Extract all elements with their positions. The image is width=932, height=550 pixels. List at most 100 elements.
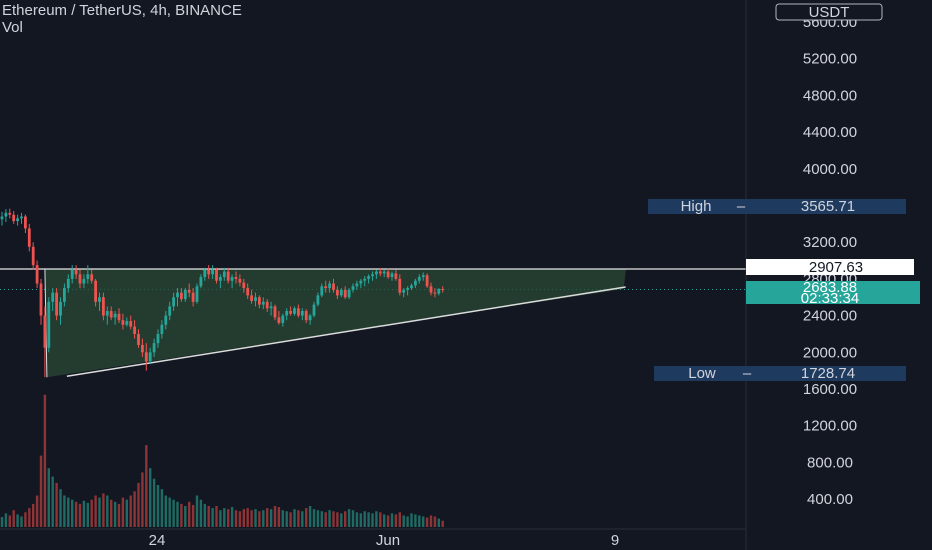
- volume-bar: [141, 472, 144, 527]
- candle: [390, 271, 394, 281]
- candle: [254, 292, 257, 307]
- volume-bar: [312, 509, 316, 527]
- candle: [308, 313, 312, 325]
- candle: [265, 299, 269, 312]
- support-trendline[interactable]: [66, 286, 626, 377]
- volume-bar: [425, 517, 429, 527]
- candle: [250, 289, 253, 304]
- price-tick-label: 5200.00: [803, 51, 857, 68]
- volume-bar: [168, 497, 171, 527]
- high-tag-value: 3565.71: [801, 198, 855, 215]
- candle: [183, 288, 187, 302]
- volume-bar: [121, 497, 125, 527]
- candle: [8, 208, 12, 219]
- candle: [320, 283, 324, 298]
- volume-bar: [172, 499, 175, 527]
- candle: [24, 214, 27, 234]
- candle: [203, 267, 207, 281]
- candle: [176, 288, 179, 307]
- volume-bar: [328, 510, 331, 527]
- volume-bar: [8, 515, 11, 527]
- candle: [332, 278, 335, 293]
- volume-bar: [254, 509, 257, 527]
- candle: [133, 320, 136, 339]
- candle: [312, 301, 316, 318]
- volume-bar: [4, 513, 8, 527]
- price-tick-label: 4000.00: [803, 161, 857, 178]
- candle: [70, 265, 74, 284]
- volume-bar: [106, 495, 109, 527]
- volume-bar: [188, 501, 191, 527]
- candle: [410, 283, 413, 290]
- volume-bar: [90, 499, 93, 527]
- volume-bar: [305, 508, 308, 527]
- legend: Ethereum / TetherUS, 4h, BINANCE Vol: [2, 2, 242, 36]
- symbol-title[interactable]: Ethereum / TetherUS, 4h, BINANCE: [2, 2, 242, 19]
- volume-bar: [316, 510, 320, 527]
- volume-bar: [191, 504, 195, 527]
- volume-bar: [215, 506, 218, 527]
- volume-bar: [441, 520, 444, 527]
- volume-bar: [351, 510, 355, 527]
- currency-button[interactable]: [775, 3, 883, 21]
- candle: [421, 272, 425, 281]
- volume-bar: [164, 495, 167, 527]
- last-price-value: 2683.88: [803, 279, 857, 296]
- candle: [273, 304, 277, 321]
- volume-bar: [262, 510, 265, 527]
- candle: [59, 297, 62, 325]
- time-tick-label: 24: [149, 532, 166, 549]
- candle: [417, 274, 421, 284]
- candle: [121, 313, 125, 330]
- volume-indicator-label[interactable]: Vol: [2, 19, 23, 36]
- candle: [27, 223, 31, 252]
- volume-bar: [301, 511, 304, 527]
- candle: [90, 269, 94, 284]
- volume-bar: [355, 512, 359, 527]
- volume-bar: [219, 510, 222, 527]
- volume-bar: [67, 497, 70, 527]
- volume-bar: [145, 445, 148, 527]
- volume-bar: [94, 495, 97, 527]
- volume-bar: [207, 506, 210, 527]
- high-tag: High – 3565.71: [648, 198, 906, 215]
- candle: [141, 338, 144, 357]
- candle: [51, 288, 55, 312]
- volume-bar: [336, 512, 339, 527]
- candle: [281, 313, 285, 327]
- volume-bar: [74, 501, 78, 527]
- volume-bar: [246, 508, 249, 527]
- candle: [433, 288, 437, 298]
- candle: [0, 211, 4, 226]
- time-axis[interactable]: 24 Jun 9: [0, 528, 746, 549]
- volume-bar: [203, 503, 206, 527]
- candle: [363, 276, 367, 287]
- volume-bar: [102, 493, 105, 527]
- volume-bar: [113, 501, 117, 527]
- volume-bar: [24, 512, 27, 527]
- candle: [125, 317, 129, 327]
- candle: [293, 306, 296, 316]
- volume-bar: [324, 512, 327, 527]
- volume-bar: [258, 511, 261, 527]
- candle: [215, 267, 218, 284]
- volume-bars: [0, 394, 444, 527]
- candle: [269, 301, 273, 316]
- triangle-pattern[interactable]: [0, 268, 746, 378]
- volume-bar: [269, 509, 273, 527]
- volume-bar: [152, 478, 156, 527]
- price-tick-label: 2000.00: [803, 344, 857, 361]
- low-tag-label: Low: [688, 365, 716, 382]
- volume-bar: [199, 499, 203, 527]
- candle: [187, 283, 191, 298]
- volume-bar: [125, 499, 128, 527]
- candle: [382, 269, 386, 278]
- candle: [66, 274, 70, 293]
- candle: [211, 265, 214, 279]
- volume-bar: [375, 511, 378, 527]
- candle: [343, 286, 347, 300]
- volume-bar: [20, 516, 23, 527]
- candle: [105, 306, 109, 325]
